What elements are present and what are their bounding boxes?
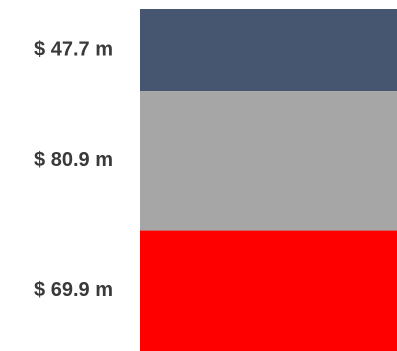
- bar-segment-1: [140, 9, 397, 92]
- segment-labels: $ 47.7 m $ 80.9 m $ 69.9 m: [34, 38, 113, 301]
- segment-label-3: $ 69.9 m: [34, 279, 113, 301]
- bar-segment-3: [140, 230, 397, 351]
- segment-label-1: $ 47.7 m: [34, 38, 113, 60]
- segment-label-2: $ 80.9 m: [34, 149, 113, 171]
- bar-segment-2: [140, 91, 397, 231]
- bar-segments: [140, 9, 397, 351]
